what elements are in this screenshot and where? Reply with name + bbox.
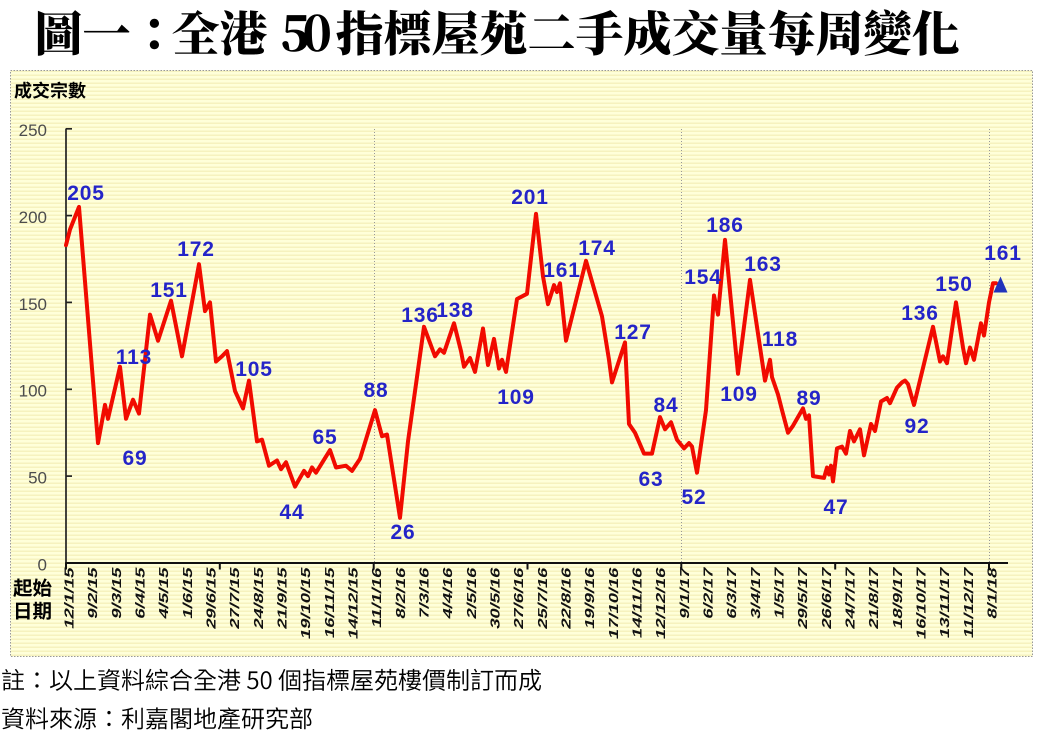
svg-text:3/4/17: 3/4/17 xyxy=(748,565,763,620)
svg-text:8/1/18: 8/1/18 xyxy=(985,565,1000,620)
svg-text:7/3/16: 7/3/16 xyxy=(417,565,432,620)
svg-text:2/5/16: 2/5/16 xyxy=(464,565,479,620)
svg-text:9/2/15: 9/2/15 xyxy=(86,565,101,620)
svg-text:201: 201 xyxy=(511,186,548,209)
svg-text:29/5/17: 29/5/17 xyxy=(796,565,811,630)
svg-text:100: 100 xyxy=(19,382,47,401)
svg-text:109: 109 xyxy=(497,386,534,409)
svg-text:22/8/16: 22/8/16 xyxy=(559,565,574,630)
svg-text:172: 172 xyxy=(177,238,214,261)
svg-text:174: 174 xyxy=(578,237,615,260)
svg-text:52: 52 xyxy=(682,486,707,509)
svg-text:6/3/17: 6/3/17 xyxy=(725,565,740,620)
svg-text:11/12/17: 11/12/17 xyxy=(961,565,976,639)
svg-text:92: 92 xyxy=(905,415,930,438)
svg-text:136: 136 xyxy=(901,302,938,325)
svg-text:8/2/16: 8/2/16 xyxy=(393,565,408,620)
svg-text:19/10/15: 19/10/15 xyxy=(299,565,314,640)
svg-text:26: 26 xyxy=(391,521,416,544)
svg-text:9/1/17: 9/1/17 xyxy=(677,565,692,620)
svg-text:26/6/17: 26/6/17 xyxy=(819,565,834,630)
svg-text:200: 200 xyxy=(19,208,47,227)
svg-text:19/9/16: 19/9/16 xyxy=(583,565,598,630)
svg-text:88: 88 xyxy=(364,379,389,402)
svg-text:27/7/15: 27/7/15 xyxy=(228,565,243,630)
svg-text:186: 186 xyxy=(706,214,743,237)
svg-text:150: 150 xyxy=(935,273,972,296)
svg-text:136: 136 xyxy=(401,304,438,327)
svg-text:161: 161 xyxy=(984,242,1021,265)
svg-text:16/11/15: 16/11/15 xyxy=(322,565,337,639)
svg-text:65: 65 xyxy=(313,426,338,449)
svg-text:4/5/15: 4/5/15 xyxy=(157,565,172,620)
svg-text:16/10/17: 16/10/17 xyxy=(914,565,929,640)
svg-text:21/8/17: 21/8/17 xyxy=(867,565,882,630)
svg-text:0: 0 xyxy=(38,555,47,574)
svg-text:21/9/15: 21/9/15 xyxy=(275,565,290,630)
svg-text:138: 138 xyxy=(436,299,473,322)
svg-text:14/12/15: 14/12/15 xyxy=(346,565,361,640)
svg-text:11/1/16: 11/1/16 xyxy=(370,565,385,629)
svg-text:127: 127 xyxy=(614,321,651,344)
svg-text:89: 89 xyxy=(797,387,822,410)
svg-text:118: 118 xyxy=(762,328,798,351)
svg-text:27/6/16: 27/6/16 xyxy=(512,565,527,630)
svg-text:113: 113 xyxy=(116,346,152,369)
svg-text:6/2/17: 6/2/17 xyxy=(701,565,716,620)
svg-text:205: 205 xyxy=(67,182,104,205)
svg-text:47: 47 xyxy=(824,496,849,519)
svg-text:161: 161 xyxy=(543,259,580,282)
svg-text:13/11/17: 13/11/17 xyxy=(938,565,953,639)
svg-text:12/12/16: 12/12/16 xyxy=(654,565,669,640)
svg-text:63: 63 xyxy=(639,468,664,491)
svg-text:12/1/15: 12/1/15 xyxy=(62,565,77,630)
svg-text:24/7/17: 24/7/17 xyxy=(843,565,858,630)
svg-text:150: 150 xyxy=(19,295,47,314)
svg-text:6/4/15: 6/4/15 xyxy=(133,565,148,620)
svg-text:69: 69 xyxy=(123,447,148,470)
svg-text:29/6/15: 29/6/15 xyxy=(204,565,219,630)
svg-text:18/9/17: 18/9/17 xyxy=(890,565,905,630)
svg-text:14/11/16: 14/11/16 xyxy=(630,565,645,639)
svg-text:105: 105 xyxy=(235,358,272,381)
svg-text:30/5/16: 30/5/16 xyxy=(488,565,503,630)
svg-text:1/5/17: 1/5/17 xyxy=(772,565,787,620)
svg-text:9/3/15: 9/3/15 xyxy=(109,565,124,620)
svg-text:250: 250 xyxy=(19,121,47,140)
svg-text:84: 84 xyxy=(654,394,679,417)
svg-text:44: 44 xyxy=(280,501,305,524)
svg-text:154: 154 xyxy=(684,266,721,289)
svg-text:25/7/16: 25/7/16 xyxy=(535,565,550,630)
svg-text:17/10/16: 17/10/16 xyxy=(606,565,621,640)
svg-text:4/4/16: 4/4/16 xyxy=(441,565,456,620)
svg-text:151: 151 xyxy=(150,279,187,302)
svg-text:163: 163 xyxy=(744,253,781,276)
svg-text:1/6/15: 1/6/15 xyxy=(180,565,195,620)
svg-text:50: 50 xyxy=(28,469,47,488)
svg-text:109: 109 xyxy=(720,383,757,406)
svg-text:24/8/15: 24/8/15 xyxy=(251,565,266,630)
